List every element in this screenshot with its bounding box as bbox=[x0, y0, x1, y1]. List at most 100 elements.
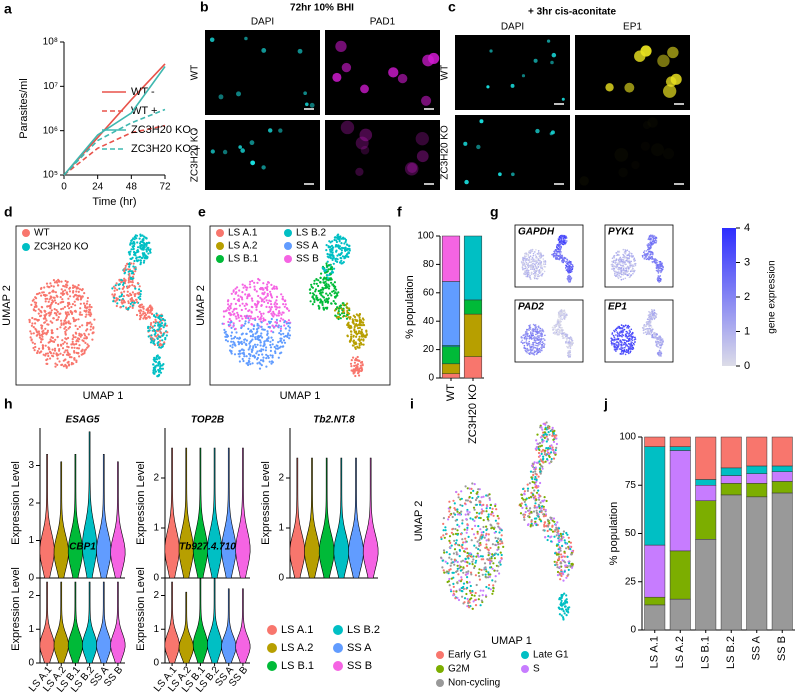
cell-point bbox=[360, 332, 363, 335]
cell-point bbox=[244, 293, 247, 296]
cell-point bbox=[485, 510, 488, 513]
cell-point bbox=[482, 525, 485, 529]
cell-point bbox=[558, 312, 560, 315]
cell-point bbox=[252, 345, 255, 348]
cell-point bbox=[530, 491, 533, 494]
cell-point bbox=[560, 257, 563, 259]
cell-point bbox=[452, 552, 455, 555]
cell-point bbox=[474, 536, 477, 540]
cell-point bbox=[541, 269, 544, 271]
cell-signal bbox=[663, 148, 674, 159]
cell-point bbox=[657, 277, 659, 279]
cell-point bbox=[469, 517, 472, 520]
cell-point bbox=[282, 332, 285, 335]
cell-point bbox=[344, 315, 348, 318]
cell-point bbox=[251, 279, 254, 283]
cell-point bbox=[559, 549, 562, 552]
cell-point bbox=[472, 600, 475, 603]
cell-point bbox=[485, 543, 488, 546]
cell-point bbox=[275, 302, 279, 306]
cell-point bbox=[259, 296, 262, 299]
cell-point bbox=[549, 516, 552, 519]
cell-point bbox=[332, 246, 335, 249]
cell-point bbox=[449, 541, 452, 545]
cell-point bbox=[263, 328, 266, 331]
cell-point bbox=[477, 488, 480, 491]
cell-point bbox=[136, 301, 139, 304]
cell-point bbox=[223, 328, 226, 331]
cell-point bbox=[258, 338, 261, 342]
cell-point bbox=[627, 268, 630, 270]
cell-point bbox=[561, 544, 564, 548]
cell-point bbox=[540, 426, 543, 429]
cell-point bbox=[65, 329, 68, 332]
cell-point bbox=[477, 548, 480, 551]
cell-point bbox=[474, 598, 477, 602]
cell-point bbox=[247, 309, 250, 313]
cell-point bbox=[562, 315, 565, 317]
cell-point bbox=[249, 335, 252, 338]
cell-point bbox=[150, 322, 153, 325]
cell-point bbox=[232, 289, 235, 292]
cell-point bbox=[464, 547, 467, 550]
cell-point bbox=[329, 246, 332, 249]
legend-label: ZC3H20 KO - bbox=[131, 124, 198, 136]
cell-point bbox=[262, 348, 265, 351]
column-label: DAPI bbox=[251, 17, 274, 28]
cell-point bbox=[570, 553, 573, 556]
cell-point bbox=[530, 336, 532, 339]
cell-point bbox=[348, 309, 351, 312]
cell-point bbox=[228, 311, 231, 315]
cell-point bbox=[452, 590, 455, 593]
cell-point bbox=[624, 249, 626, 251]
cell-point bbox=[651, 258, 653, 260]
bar-segment bbox=[644, 446, 666, 546]
cell-point bbox=[532, 344, 535, 346]
cell-point bbox=[80, 334, 83, 337]
cell-point bbox=[58, 348, 61, 351]
cell-signal bbox=[463, 141, 468, 146]
cell-point bbox=[150, 306, 153, 309]
cell-point bbox=[68, 290, 71, 293]
cell-point bbox=[482, 519, 485, 522]
cell-signal bbox=[355, 136, 369, 150]
cell-point bbox=[129, 294, 132, 297]
cell-point bbox=[247, 321, 250, 324]
cell-point bbox=[660, 265, 663, 268]
cell-point bbox=[253, 281, 256, 284]
cell-point bbox=[138, 318, 142, 321]
cell-point bbox=[571, 550, 574, 553]
cell-point bbox=[471, 563, 474, 566]
cell-point bbox=[566, 345, 568, 348]
cell-signal bbox=[303, 91, 307, 96]
y-tick-label: 10⁶ bbox=[43, 125, 58, 136]
cell-point bbox=[62, 342, 65, 345]
cell-point bbox=[333, 267, 336, 270]
cell-point bbox=[325, 274, 328, 277]
cell-point bbox=[348, 307, 351, 310]
cell-point bbox=[485, 539, 488, 542]
cell-point bbox=[470, 594, 474, 597]
cell-point bbox=[528, 349, 530, 352]
cell-point bbox=[36, 350, 39, 353]
cell-point bbox=[77, 340, 80, 343]
cell-point bbox=[566, 259, 569, 261]
cell-point bbox=[466, 576, 469, 579]
cell-point bbox=[113, 296, 116, 299]
cell-point bbox=[464, 485, 467, 488]
cell-point bbox=[524, 258, 527, 260]
cell-point bbox=[538, 344, 540, 346]
cell-point bbox=[56, 295, 59, 298]
cell-point bbox=[122, 283, 125, 286]
cell-point bbox=[143, 314, 146, 317]
cell-point bbox=[530, 258, 533, 261]
cell-point bbox=[538, 498, 541, 501]
cell-point bbox=[147, 246, 150, 249]
cell-point bbox=[535, 498, 538, 501]
cell-point bbox=[335, 288, 338, 291]
cell-point bbox=[139, 298, 142, 301]
cell-point bbox=[83, 332, 86, 335]
cell-point bbox=[553, 434, 556, 438]
cell-point bbox=[541, 499, 544, 502]
cell-point bbox=[41, 330, 44, 333]
